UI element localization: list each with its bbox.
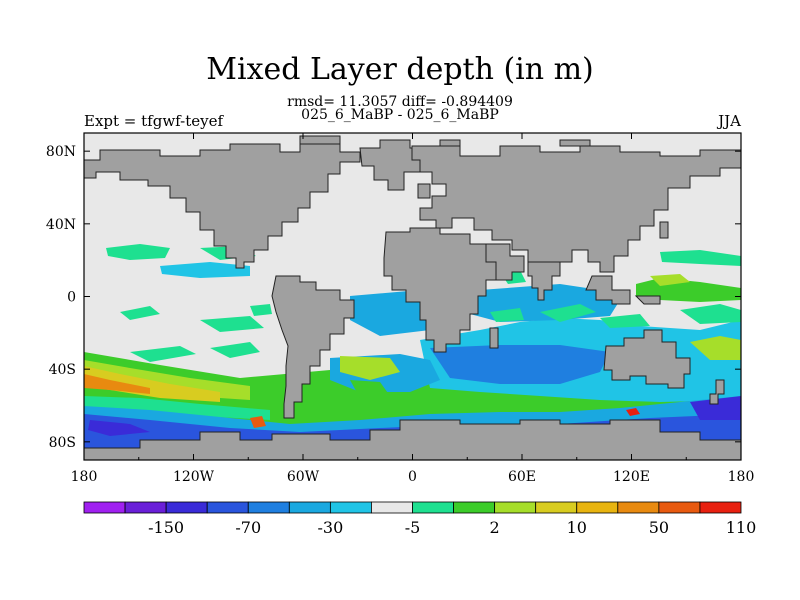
colorbar-label: 10 xyxy=(567,518,587,537)
colorbar-label: 2 xyxy=(490,518,500,537)
map-title: Mixed Layer depth (in m) xyxy=(206,52,594,87)
colorbar-swatch xyxy=(412,501,454,514)
colorbar-swatch xyxy=(329,501,372,514)
colorbar-label: -5 xyxy=(405,518,421,537)
lat-tick-label: 0 xyxy=(67,290,76,306)
colorbar-swatch xyxy=(576,501,619,514)
anomaly-region xyxy=(430,345,610,384)
colorbar-swatch xyxy=(288,501,331,514)
colorbar-swatch xyxy=(83,501,126,514)
lat-tick-label: 40S xyxy=(49,362,76,378)
anomaly-region xyxy=(84,360,250,400)
land-arctic-island xyxy=(299,135,341,145)
colorbar-swatch xyxy=(617,501,660,514)
lon-tick-label: 0 xyxy=(408,469,417,485)
land-uk xyxy=(417,183,431,199)
anomaly-region xyxy=(660,250,741,266)
anomaly-region xyxy=(84,374,150,394)
land-north-america xyxy=(84,143,361,269)
anomaly-region xyxy=(88,420,150,436)
anomaly-region xyxy=(626,408,640,416)
anomaly-region xyxy=(130,346,196,362)
colorbar-label: -70 xyxy=(235,518,261,537)
lon-tick-label: 120E xyxy=(613,469,650,485)
anomaly-region xyxy=(350,380,390,398)
lon-tick-label: 180 xyxy=(728,469,755,485)
land-eurasia xyxy=(411,145,741,277)
colorbar-label: 50 xyxy=(649,518,669,537)
map-axes: 180 120W 60W 0 60E 120E 180 80N 40N 0 40S 80S xyxy=(46,133,754,485)
land-south-america xyxy=(271,275,355,419)
land-india xyxy=(527,261,561,301)
colorbar-swatch xyxy=(453,501,496,514)
anomaly-region xyxy=(680,304,741,324)
anomaly-region xyxy=(690,396,741,420)
colorbar-swatch xyxy=(247,501,290,514)
land-japan xyxy=(659,221,669,239)
colorbar-swatch xyxy=(535,501,578,514)
map-subtitle: 025_6_MaBP - 025_6_MaBP xyxy=(301,107,499,123)
land-masses xyxy=(84,135,741,460)
anomaly-region xyxy=(250,304,272,316)
land-africa xyxy=(383,227,497,353)
map-plot-area xyxy=(84,133,741,460)
lat-tick-label: 40N xyxy=(46,217,76,233)
land-australia xyxy=(603,329,691,389)
land-madagascar xyxy=(489,327,499,349)
colorbar-swatch xyxy=(206,501,249,514)
colorbar-swatch xyxy=(371,501,413,514)
colorbar-label: -150 xyxy=(148,518,184,537)
lon-tick-label: 60E xyxy=(508,469,536,485)
colorbar: -150 -70 -30 -5 2 10 50 110 xyxy=(83,501,757,537)
colorbar-swatch xyxy=(165,501,208,514)
season-label: JJA xyxy=(718,112,741,130)
land-antarctica xyxy=(84,419,741,460)
colorbar-swatch xyxy=(124,501,167,514)
lat-tick-label: 80S xyxy=(49,435,76,451)
anomaly-region xyxy=(650,274,690,286)
colorbar-label: 110 xyxy=(726,518,757,537)
anomaly-region xyxy=(84,366,220,402)
land-new-zealand xyxy=(709,379,725,405)
land-arctic-island xyxy=(439,139,461,147)
stats-line: rmsd= 11.3057 diff= -0.894409 xyxy=(287,94,513,110)
anomaly-region xyxy=(210,342,260,358)
colorbar-swatch xyxy=(699,501,742,514)
colorbar-swatch xyxy=(494,501,537,514)
anomaly-region xyxy=(540,304,596,322)
land-arctic-island xyxy=(559,139,591,147)
anomaly-region xyxy=(600,314,650,328)
colorbar-label: -30 xyxy=(317,518,343,537)
anomaly-region xyxy=(340,356,400,380)
anomaly-region xyxy=(200,316,264,332)
land-maritime-asia xyxy=(585,275,631,305)
anomaly-region xyxy=(120,306,160,320)
lat-tick-label: 80N xyxy=(46,144,76,160)
anomaly-region xyxy=(490,308,524,322)
lon-tick-label: 60W xyxy=(287,469,320,485)
land-arabia xyxy=(485,243,525,281)
lon-tick-label: 120W xyxy=(173,469,215,485)
lon-tick-label: 180 xyxy=(71,469,98,485)
anomaly-region xyxy=(160,262,250,278)
land-maritime-asia xyxy=(634,295,661,305)
anomaly-region xyxy=(106,244,170,260)
experiment-label: Expt = tfgwf-teyef xyxy=(84,112,224,130)
anomaly-region xyxy=(690,336,741,360)
anomaly-region xyxy=(250,416,266,428)
colorbar-swatch xyxy=(658,501,701,514)
